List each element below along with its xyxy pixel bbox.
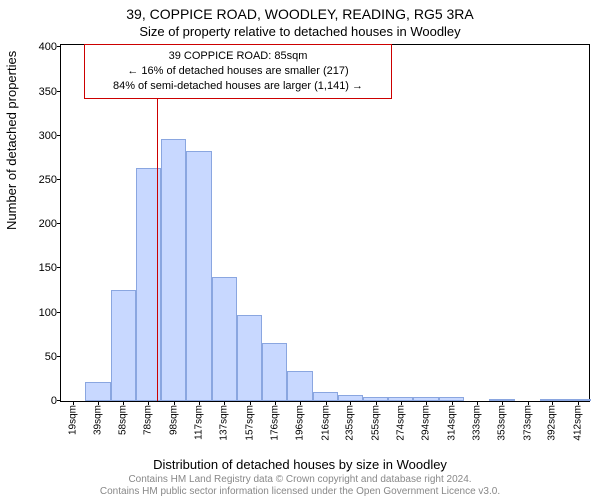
x-tick-label: 216sqm — [321, 405, 332, 441]
x-tick-mark — [123, 401, 124, 405]
histogram-bar — [287, 371, 313, 401]
y-tick-mark — [57, 356, 61, 357]
y-tick-mark — [57, 312, 61, 313]
x-tick-label: 294sqm — [421, 405, 432, 441]
x-tick-mark — [401, 401, 402, 405]
y-tick-mark — [57, 400, 61, 401]
x-tick-mark — [250, 401, 251, 405]
x-tick-label: 353sqm — [497, 405, 508, 441]
y-tick-label: 250 — [39, 174, 57, 186]
x-tick-mark — [148, 401, 149, 405]
x-tick-mark — [552, 401, 553, 405]
x-tick-mark — [528, 401, 529, 405]
info-box-line3: 84% of semi-detached houses are larger (… — [93, 79, 383, 94]
x-tick-label: 412sqm — [573, 405, 584, 441]
y-tick-mark — [57, 267, 61, 268]
y-tick-mark — [57, 135, 61, 136]
y-tick-mark — [57, 223, 61, 224]
x-tick-label: 196sqm — [295, 405, 306, 441]
histogram-bar — [388, 397, 414, 401]
footer-line1: Contains HM Land Registry data © Crown c… — [0, 474, 600, 486]
info-box-line2: ← 16% of detached houses are smaller (21… — [93, 64, 383, 79]
x-tick-mark — [300, 401, 301, 405]
x-tick-label: 39sqm — [93, 405, 104, 435]
x-tick-label: 333sqm — [471, 405, 482, 441]
y-tick-mark — [57, 91, 61, 92]
x-tick-mark — [275, 401, 276, 405]
x-tick-mark — [426, 401, 427, 405]
histogram-bar — [338, 395, 364, 401]
y-tick-label: 150 — [39, 262, 57, 274]
x-tick-label: 235sqm — [345, 405, 356, 441]
y-tick-label: 400 — [39, 41, 57, 53]
x-tick-label: 137sqm — [219, 405, 230, 441]
x-tick-label: 78sqm — [143, 405, 154, 435]
chart-footer: Contains HM Land Registry data © Crown c… — [0, 474, 600, 498]
x-tick-mark — [477, 401, 478, 405]
histogram-bar — [489, 399, 515, 401]
x-tick-mark — [224, 401, 225, 405]
chart-title-sub: Size of property relative to detached ho… — [0, 24, 600, 39]
histogram-bar — [565, 399, 591, 401]
histogram-bar — [111, 290, 135, 401]
x-tick-mark — [452, 401, 453, 405]
x-tick-mark — [199, 401, 200, 405]
histogram-bar — [413, 397, 439, 401]
x-tick-label: 274sqm — [395, 405, 406, 441]
y-axis-label: Number of detached properties — [4, 51, 19, 230]
x-tick-mark — [578, 401, 579, 405]
x-tick-label: 98sqm — [169, 405, 180, 435]
x-axis-label: Distribution of detached houses by size … — [0, 457, 600, 472]
chart-title-main: 39, COPPICE ROAD, WOODLEY, READING, RG5 … — [0, 6, 600, 22]
histogram-bar — [237, 315, 261, 401]
x-tick-label: 117sqm — [193, 405, 204, 440]
x-tick-mark — [98, 401, 99, 405]
info-box: 39 COPPICE ROAD: 85sqm ← 16% of detached… — [84, 44, 392, 99]
footer-line2: Contains HM public sector information li… — [0, 486, 600, 498]
x-tick-label: 314sqm — [447, 405, 458, 441]
x-tick-label: 19sqm — [67, 405, 78, 435]
x-tick-label: 373sqm — [522, 405, 533, 441]
x-tick-label: 176sqm — [269, 405, 280, 441]
x-tick-mark — [73, 401, 74, 405]
histogram-bar — [186, 151, 212, 401]
histogram-bar — [262, 343, 288, 401]
y-tick-label: 0 — [51, 395, 57, 407]
x-tick-mark — [376, 401, 377, 405]
x-tick-label: 157sqm — [245, 405, 256, 441]
x-tick-mark — [502, 401, 503, 405]
y-tick-label: 350 — [39, 86, 57, 98]
y-tick-label: 50 — [45, 351, 57, 363]
x-tick-label: 392sqm — [547, 405, 558, 441]
histogram-bar — [212, 277, 238, 401]
x-tick-mark — [174, 401, 175, 405]
y-tick-label: 200 — [39, 218, 57, 230]
y-tick-mark — [57, 179, 61, 180]
histogram-bar — [363, 397, 387, 401]
x-tick-mark — [350, 401, 351, 405]
histogram-bar — [540, 399, 566, 401]
y-tick-label: 300 — [39, 130, 57, 142]
y-tick-mark — [57, 46, 61, 47]
x-tick-mark — [326, 401, 327, 405]
x-tick-label: 255sqm — [371, 405, 382, 441]
y-tick-label: 100 — [39, 307, 57, 319]
histogram-bar — [85, 382, 111, 401]
x-tick-label: 58sqm — [117, 405, 128, 435]
info-box-line1: 39 COPPICE ROAD: 85sqm — [93, 49, 383, 64]
histogram-bar — [313, 392, 337, 401]
histogram-bar — [161, 139, 185, 401]
histogram-bar — [439, 397, 463, 401]
